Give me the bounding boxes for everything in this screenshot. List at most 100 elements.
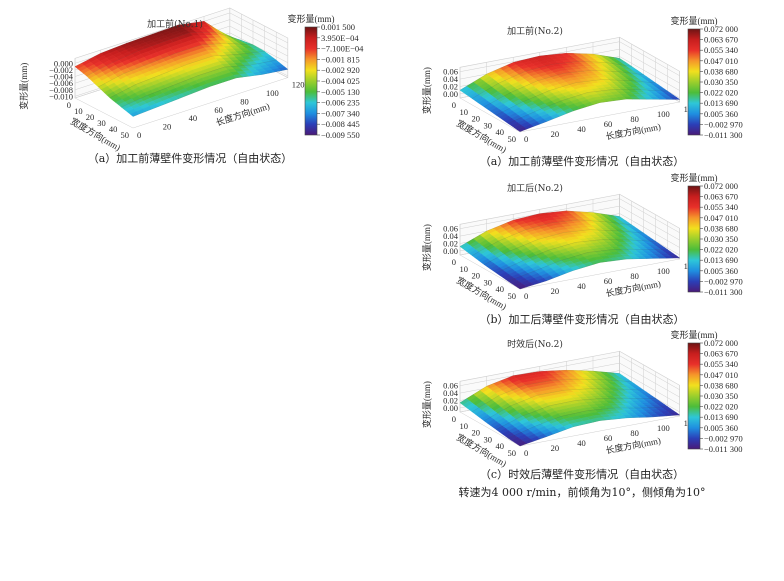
length-tick-label: 100 — [657, 109, 670, 119]
colorbar-tick-label: 0.072 000 — [704, 24, 738, 34]
length-tick-label: 40 — [189, 113, 198, 123]
colorbar-tick-label: 0.072 000 — [704, 181, 738, 191]
plot-title-no1: 加工前(No.1) — [147, 20, 203, 30]
length-tick-label: 20 — [551, 443, 560, 453]
colorbar-tick-label: −0.002 970 — [704, 276, 743, 286]
plot-title-no2-before: 加工前(No.2) — [507, 27, 563, 37]
colorbar-tick-label: 0.047 010 — [704, 56, 738, 66]
colorbar-tick-label: 0.001 500 — [321, 22, 355, 32]
surface-mesh-line — [483, 388, 644, 421]
surface-mesh — [459, 52, 681, 132]
surface-mesh-line — [471, 61, 632, 99]
length-tick-label: 60 — [214, 105, 223, 115]
colorbar-tick-label: 0.030 350 — [704, 77, 738, 87]
colorbar-tick-label: 0.047 010 — [704, 370, 738, 380]
z-axis-title: 变形量(mm) — [18, 63, 29, 110]
width-tick-label: 10 — [460, 421, 469, 431]
length-tick-label: 60 — [604, 276, 613, 286]
colorbar-tick-label: 0.055 340 — [704, 45, 738, 55]
length-tick-label: 80 — [630, 114, 639, 124]
length-tick-label: 20 — [551, 129, 560, 139]
surface-mesh-line — [471, 219, 632, 256]
width-tick-label: 30 — [97, 118, 106, 128]
surface-mesh-line — [121, 59, 277, 108]
colorbar-tick-label: 0.030 350 — [704, 234, 738, 244]
width-tick-label: 0 — [452, 100, 456, 110]
surface-patch — [516, 441, 528, 447]
length-tick-label: 120 — [292, 80, 305, 90]
colorbar-title: 变形量(mm) — [671, 15, 718, 26]
surface-mesh-line — [86, 32, 242, 77]
colorbar-tick-label: −7.100E−04 — [321, 44, 364, 54]
surface-mesh-line — [471, 378, 632, 412]
colorbar-title: 变形量(mm) — [671, 329, 718, 340]
surface-plot-4: 0.000.020.040.06010203040500204060801001… — [421, 329, 743, 469]
surface-mesh-line — [132, 69, 288, 117]
surface-mesh — [459, 210, 681, 290]
width-tick-label: 20 — [86, 112, 95, 122]
length-tick-label: 0 — [524, 291, 528, 301]
surface-mesh-line — [459, 52, 620, 91]
caption-b-no2: （b）加工后薄壁件变形情况（自由状态） — [479, 313, 685, 326]
width-tick-label: 10 — [460, 107, 469, 117]
width-tick-label: 40 — [496, 127, 505, 137]
surface-patch — [129, 111, 140, 117]
z-axis-title: 变形量(mm) — [421, 381, 432, 428]
length-tick-label: 100 — [657, 266, 670, 276]
width-tick-label: 40 — [109, 124, 118, 134]
colorbar-tick-label: 3.950E−04 — [321, 33, 359, 43]
z-tick-label: 0.04 — [443, 231, 459, 241]
length-tick-label: 100 — [657, 423, 670, 433]
surface-mesh-line — [74, 21, 230, 67]
colorbar-tick-label: −0.008 445 — [321, 119, 360, 129]
grid-line — [459, 41, 680, 76]
z-tick-label: 0.00 — [443, 89, 458, 99]
width-tick-label: 40 — [496, 441, 505, 451]
surface-mesh-line — [519, 98, 680, 132]
grid-line — [459, 198, 680, 233]
colorbar-tick-label: 0.022 020 — [704, 88, 738, 98]
length-tick-label: 40 — [577, 124, 586, 134]
colorbar-tick-label: 0.055 340 — [704, 202, 738, 212]
colorbar-tick-label: 0.047 010 — [704, 213, 738, 223]
colorbar-tick-label: −0.007 340 — [321, 108, 360, 118]
width-tick-label: 30 — [484, 277, 493, 287]
surface-mesh-line — [459, 210, 620, 247]
length-tick-label: 0 — [524, 134, 528, 144]
colorbar-tick-label: 0.005 360 — [704, 266, 738, 276]
colorbar-tick-label: −0.004 025 — [321, 76, 360, 86]
colorbar — [687, 342, 701, 450]
plot-title-no2-after: 加工后(No.2) — [507, 184, 563, 194]
colorbar-tick-label: 0.013 690 — [704, 98, 738, 108]
z-tick-label: 0.00 — [443, 403, 458, 413]
surface-mesh-line — [519, 414, 680, 447]
width-tick-label: 0 — [452, 257, 456, 267]
length-tick-label: 20 — [551, 286, 560, 296]
surface-mesh-line — [98, 43, 254, 88]
colorbar-tick-label: 0.072 000 — [704, 338, 738, 348]
caption-a-no1: （a）加工前薄壁件变形情况（自由状态） — [87, 152, 293, 165]
colorbar-tick-label: 0.005 360 — [704, 109, 738, 119]
surface-mesh — [74, 21, 289, 117]
surface-mesh-line — [495, 398, 656, 430]
z-axis-title: 变形量(mm) — [421, 224, 432, 271]
length-tick-label: 20 — [163, 122, 172, 132]
surface-patch — [516, 284, 528, 290]
length-tick-label: 80 — [240, 96, 249, 106]
colorbar-title: 变形量(mm) — [671, 172, 718, 183]
length-tick-label: 60 — [604, 119, 613, 129]
colorbar-tick-label: −0.002 920 — [321, 65, 360, 75]
surface-mesh-line — [507, 89, 668, 124]
colorbar — [304, 26, 318, 136]
colorbar-tick-label: 0.038 680 — [704, 380, 738, 390]
length-tick-label: 0 — [524, 448, 528, 458]
colorbar-tick-label: 0.030 350 — [704, 391, 738, 401]
colorbar — [687, 185, 701, 293]
colorbar-tick-label: −0.009 550 — [321, 130, 360, 140]
z-tick-label: 0.06 — [443, 67, 458, 77]
surface-mesh — [459, 369, 681, 447]
colorbar-title: 变形量(mm) — [288, 13, 335, 24]
surface-mesh-line — [495, 79, 656, 116]
length-tick-label: 80 — [630, 428, 639, 438]
z-tick-label: −0.010 — [49, 91, 73, 101]
